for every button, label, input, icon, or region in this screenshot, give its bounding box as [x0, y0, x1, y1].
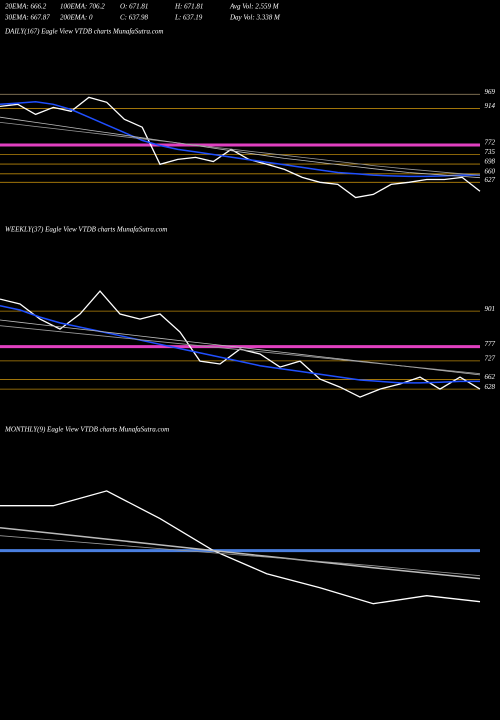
- y-tick-label: 772: [485, 139, 496, 147]
- panel-title: WEEKLY(37) Eagle View VTDB charts Munafa…: [5, 226, 167, 234]
- y-tick-label: 914: [485, 102, 496, 110]
- header-stat: L: 637.19: [174, 14, 203, 22]
- price-line: [0, 116, 481, 179]
- header-stat: Day Vol: 3.338 M: [229, 14, 281, 22]
- y-tick-label: 777: [485, 340, 496, 348]
- price-line: [0, 304, 480, 384]
- panel-title: MONTHLY(9) Eagle View VTDB charts Munafa…: [4, 426, 169, 434]
- price-line: [0, 535, 481, 577]
- header-stat: C: 637.98: [120, 14, 149, 22]
- header-stat: H: 671.81: [174, 3, 203, 11]
- header-stat: O: 671.81: [120, 3, 148, 11]
- y-tick-label: 727: [485, 354, 496, 362]
- header-stat: Avg Vol: 2.559 M: [229, 3, 280, 11]
- header-stat: 20EMA: 666.2: [5, 3, 47, 11]
- y-tick-label: 735: [485, 148, 496, 156]
- y-tick-label: 627: [485, 176, 496, 184]
- price-line: [0, 101, 480, 178]
- price-line: [0, 490, 481, 605]
- y-tick-label: 628: [485, 383, 496, 391]
- header-stat: 200EMA: 0: [60, 14, 93, 22]
- price-line: [0, 96, 481, 199]
- y-tick-label: 901: [485, 305, 496, 313]
- price-line: [0, 290, 481, 398]
- y-tick-label: 969: [485, 88, 496, 96]
- panel-title: DAILY(167) Eagle View VTDB charts Munafa…: [4, 28, 163, 36]
- price-line: [0, 325, 481, 375]
- header-stat: 100EMA: 706.2: [60, 3, 105, 11]
- price-line: [0, 526, 481, 580]
- price-line: [0, 122, 481, 176]
- header-stat: 30EMA: 667.87: [4, 14, 50, 22]
- y-tick-label: 660: [485, 167, 496, 175]
- y-tick-label: 662: [485, 373, 496, 381]
- y-tick-label: 698: [485, 158, 496, 166]
